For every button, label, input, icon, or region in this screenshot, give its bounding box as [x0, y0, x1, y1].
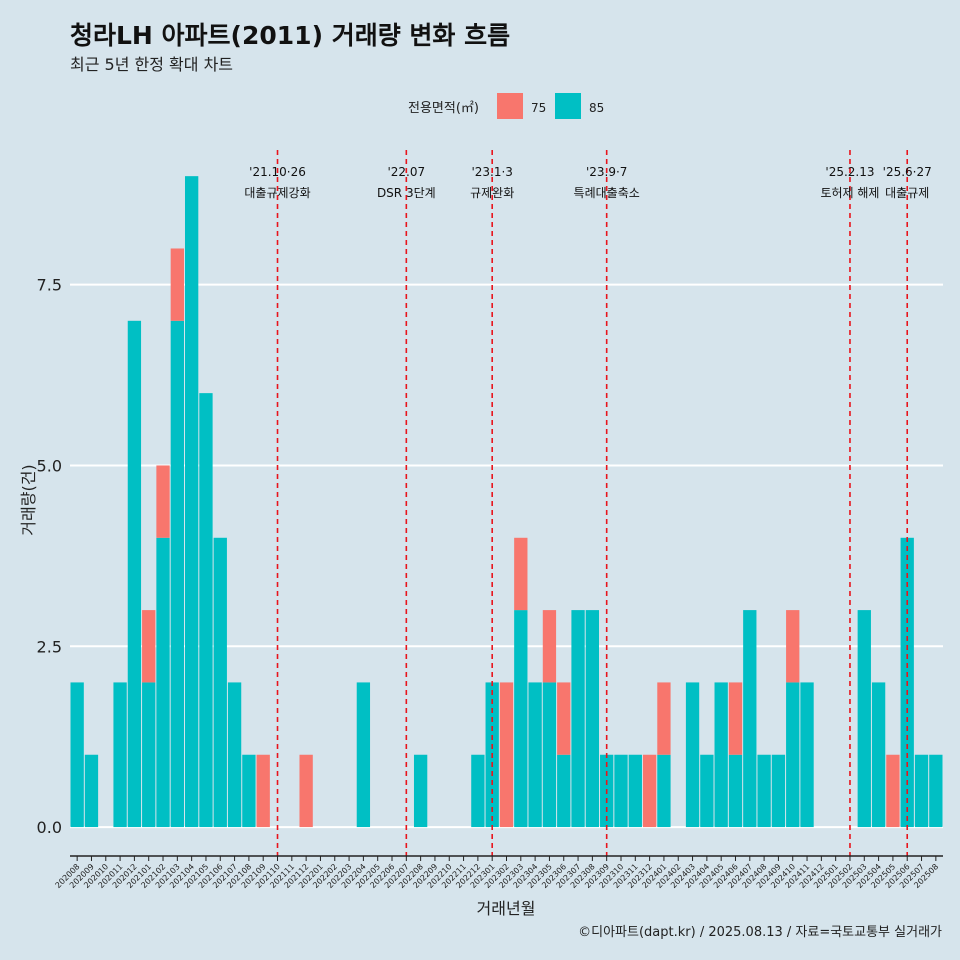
event-date: '25.6·27	[883, 165, 932, 179]
event-lines: '21.10·26 대출규제강화 '22.07 DSR 3단계 '23.1·3 규제완화 '…	[244, 150, 932, 856]
bar-85-202107	[227, 682, 242, 828]
bar-85-202401	[657, 754, 671, 828]
bar-85-202507	[914, 754, 929, 828]
y-tick-label: 0.0	[37, 818, 62, 837]
bar-85-202405	[714, 682, 728, 828]
legend: 전용면적(㎡) 75 85	[408, 93, 604, 119]
bar-75-202505	[886, 754, 900, 828]
bar-85-202306	[557, 754, 571, 828]
event-label: 대출규제	[885, 186, 929, 200]
bars	[70, 176, 943, 828]
bar-85-202411	[800, 682, 814, 828]
y-tick-label: 5.0	[37, 456, 62, 475]
legend-swatch-85	[555, 93, 581, 119]
bar-85-202408	[757, 754, 771, 828]
y-tick-label: 2.5	[37, 637, 62, 656]
legend-title: 전용면적(㎡)	[408, 101, 479, 116]
bar-75-202109	[256, 754, 270, 828]
bar-85-202011	[113, 682, 127, 828]
bar-85-202305	[542, 682, 557, 828]
event-label: 특례대출축소	[574, 186, 640, 200]
caption: ©디아파트(dapt.kr) / 2025.08.13 / 자료=국토교통부 실…	[578, 925, 942, 940]
bar-85-202406	[728, 754, 743, 828]
bar-85-202307	[571, 610, 585, 828]
bar-85-202103	[170, 320, 184, 828]
x-axis: 2020082020092020102020112020122021012021…	[54, 855, 943, 890]
chart-title: 청라LH 아파트(2011) 거래량 변화 흐름	[70, 21, 510, 50]
bar-75-202406	[728, 682, 743, 755]
bar-85-202012	[127, 320, 142, 828]
bar-85-202409	[771, 754, 786, 828]
bar-75-202306	[557, 682, 571, 755]
bar-75-202101	[142, 610, 156, 683]
bar-85-202407	[743, 610, 757, 828]
event-date: '23.9·7	[586, 165, 627, 179]
bar-75-202102	[156, 465, 170, 538]
y-axis-label: 거래량(건)	[19, 464, 38, 535]
legend-label-75: 75	[531, 101, 546, 115]
bar-75-202305	[542, 610, 557, 683]
bar-85-202105	[199, 393, 213, 828]
bar-85-202204	[356, 682, 371, 828]
bar-75-202302	[499, 682, 514, 828]
bar-75-202103	[170, 248, 184, 321]
event-label: 대출규제강화	[244, 186, 310, 200]
bar-75-202303	[514, 537, 528, 611]
event-label: 규제완화	[470, 186, 514, 200]
bar-85-202009	[84, 754, 99, 828]
bar-85-202310	[614, 754, 628, 828]
bar-85-202208	[413, 754, 428, 828]
bar-85-202504	[871, 682, 886, 828]
bar-75-202312	[642, 754, 657, 828]
x-axis-label: 거래년월	[477, 899, 536, 918]
chart-subtitle: 최근 5년 한정 확대 차트	[70, 55, 233, 74]
event-label: 토허제 해제	[820, 186, 879, 200]
bar-75-202401	[657, 682, 671, 755]
legend-label-85: 85	[589, 101, 604, 115]
bar-85-202508	[929, 754, 943, 828]
legend-swatch-75	[497, 93, 523, 119]
y-axis-ticks: 0.0 2.5 5.0 7.5	[37, 276, 62, 837]
bar-85-202410	[786, 682, 800, 828]
bar-85-202212	[471, 754, 485, 828]
bar-85-202503	[857, 610, 871, 828]
bar-85-202403	[685, 682, 700, 828]
bar-85-202304	[528, 682, 542, 828]
event-date: '21.10·26	[249, 165, 306, 179]
bar-85-202102	[156, 537, 170, 828]
event-date: '23.1·3	[471, 165, 512, 179]
event-date: '22.07	[387, 165, 425, 179]
event-date: '25.2.13	[825, 165, 874, 179]
bar-75-202410	[786, 610, 800, 683]
bar-85-202108	[242, 754, 256, 828]
bar-75-202112	[299, 754, 313, 828]
bar-85-202101	[142, 682, 156, 828]
bar-85-202008	[70, 682, 84, 828]
bar-85-202106	[213, 537, 227, 828]
bar-85-202404	[700, 754, 714, 828]
y-tick-label: 7.5	[37, 276, 62, 295]
bar-85-202303	[514, 610, 528, 828]
bar-85-202311	[628, 754, 642, 828]
bar-85-202104	[184, 176, 199, 828]
bar-85-202308	[585, 610, 600, 828]
event-label: DSR 3단계	[377, 186, 436, 200]
